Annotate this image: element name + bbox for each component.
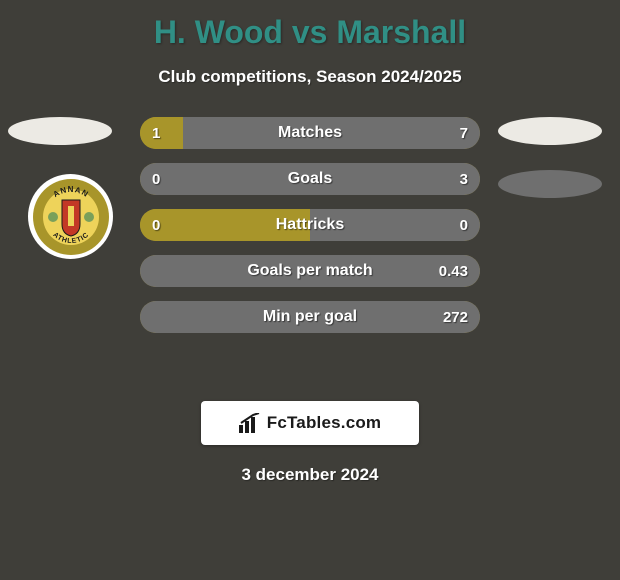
stat-label: Hattricks: [140, 209, 480, 241]
left-club-badge: ANNAN ATHLETIC: [28, 174, 113, 259]
right-club-avatar: [498, 170, 602, 198]
comparison-stage: 17Matches 03Goals 00Hattricks 0.43Goals per…: [0, 117, 620, 377]
stat-label: Goals: [140, 163, 480, 195]
brand-card: FcTables.com: [201, 401, 419, 445]
left-player-avatar: [8, 117, 112, 145]
brand-text: FcTables.com: [267, 413, 382, 433]
footer-date: 3 december 2024: [0, 465, 620, 485]
stat-bar-row: 0.43Goals per match: [140, 255, 480, 287]
comparison-infographic: H. Wood vs Marshall Club competitions, S…: [0, 0, 620, 580]
stat-bar-row: 00Hattricks: [140, 209, 480, 241]
stat-bar-row: 272Min per goal: [140, 301, 480, 333]
annan-badge-icon: ANNAN ATHLETIC: [32, 178, 110, 256]
stat-label: Goals per match: [140, 255, 480, 287]
page-title: H. Wood vs Marshall: [0, 0, 620, 51]
right-player-avatar: [498, 117, 602, 145]
stat-bar-row: 17Matches: [140, 117, 480, 149]
stat-bar-row: 03Goals: [140, 163, 480, 195]
stat-label: Min per goal: [140, 301, 480, 333]
stat-label: Matches: [140, 117, 480, 149]
page-subtitle: Club competitions, Season 2024/2025: [0, 67, 620, 87]
fctables-logo-icon: [239, 413, 261, 433]
stat-bars: 17Matches 03Goals 00Hattricks 0.43Goals per…: [140, 117, 480, 347]
